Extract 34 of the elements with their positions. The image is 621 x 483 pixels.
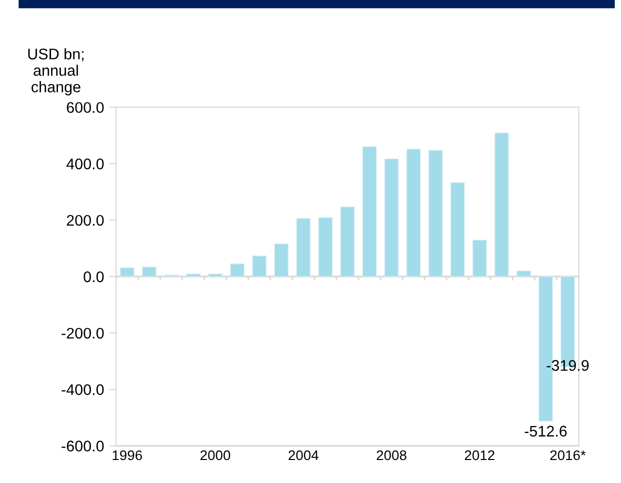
y-tick-label: 0.0 — [84, 271, 104, 282]
bar — [318, 217, 333, 277]
bar — [362, 146, 377, 277]
bar — [230, 263, 245, 277]
y-tick-label: 400.0 — [66, 158, 104, 170]
y-tick-label: 200.0 — [66, 214, 104, 226]
y-tick-label: -600.0 — [62, 440, 104, 452]
y-tick-label: 600.0 — [66, 102, 104, 113]
x-tick-label: 2008 — [376, 450, 406, 460]
data-label: -319.9 — [546, 360, 589, 371]
bar — [494, 132, 509, 277]
x-tick-label: 2004 — [288, 450, 318, 460]
bar — [186, 274, 200, 277]
x-tick-label: 2012 — [464, 450, 494, 460]
y-axis-title: USD bn; annual change — [28, 48, 84, 96]
bar — [208, 274, 223, 277]
bar — [384, 158, 399, 277]
bar — [406, 148, 421, 277]
bar — [296, 218, 311, 277]
x-tick-label: 1996 — [112, 450, 142, 460]
data-label: -512.6 — [524, 426, 567, 437]
y-tick-label: -400.0 — [62, 384, 104, 396]
bar — [472, 240, 487, 277]
bar — [516, 270, 531, 277]
bar — [252, 256, 267, 277]
x-tick-label: 2016* — [550, 450, 586, 460]
bar — [428, 150, 443, 277]
bar — [274, 243, 289, 277]
bar — [120, 267, 134, 277]
bar — [450, 182, 465, 277]
bar — [340, 206, 355, 277]
bar — [142, 266, 156, 277]
y-tick-label: -200.0 — [62, 328, 104, 339]
x-tick-label: 2000 — [200, 450, 230, 460]
